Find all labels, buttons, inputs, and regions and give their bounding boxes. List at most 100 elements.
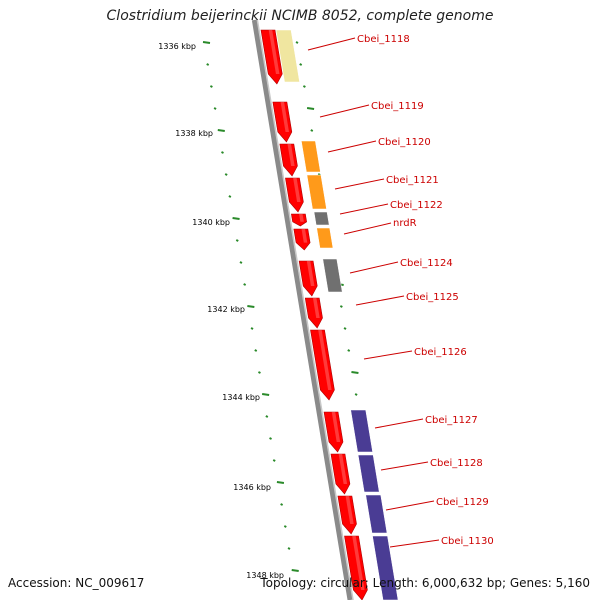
gene-arrow-cbei-1124[interactable] (298, 260, 318, 297)
gc-minor-tick (272, 459, 276, 462)
gene-label-cbei-1130[interactable]: Cbei_1130 (441, 536, 494, 547)
gene-arrow-shine (345, 496, 354, 524)
accession-text: Accession: NC_009617 (8, 576, 145, 590)
gc-minor-tick (287, 547, 291, 550)
gene-arrow-shine (338, 454, 348, 484)
gc-minor-tick (239, 261, 243, 264)
gene-arrow-cbei-1122[interactable] (291, 213, 307, 227)
gc-minor-tick (283, 525, 287, 528)
gc-minor-tick (213, 107, 217, 110)
gc-major-tick (306, 107, 315, 110)
kbp-label-1348: 1348 kbp (246, 571, 284, 580)
label-leader-line (363, 350, 413, 360)
gene-label-cbei-1121[interactable]: Cbei_1121 (386, 175, 439, 186)
gc-minor-tick (354, 393, 358, 396)
gc-minor-tick (235, 239, 239, 242)
gene-arrow-nrdr[interactable] (293, 228, 311, 251)
label-leader-line (355, 295, 405, 306)
cog-box-gray (322, 258, 343, 293)
cog-box-orange (306, 174, 327, 210)
gc-minor-tick (254, 349, 258, 352)
gc-minor-tick (299, 63, 303, 66)
gc-minor-tick (295, 41, 299, 44)
gc-minor-tick (224, 173, 228, 176)
gc-minor-tick (228, 195, 232, 198)
cog-box-purple (357, 454, 380, 493)
gene-arrow-cbei-1129[interactable] (337, 495, 357, 535)
label-leader-line (385, 500, 435, 511)
gc-minor-tick (310, 129, 314, 132)
gc-minor-tick (339, 305, 343, 308)
gene-track[interactable] (260, 29, 368, 600)
gene-arrow-shine (280, 102, 290, 132)
gene-label-cbei-1125[interactable]: Cbei_1125 (406, 292, 459, 303)
gc-minor-tick (343, 327, 347, 330)
gene-label-cbei-1119[interactable]: Cbei_1119 (371, 101, 424, 112)
gc-major-tick (232, 217, 240, 220)
gc-major-tick (247, 305, 255, 308)
gc-minor-tick (257, 371, 261, 374)
gene-arrow-shine (268, 30, 280, 74)
gc-minor-tick (265, 415, 269, 418)
gene-label-cbei-1126[interactable]: Cbei_1126 (414, 347, 467, 358)
gene-label-cbei-1124[interactable]: Cbei_1124 (400, 258, 453, 269)
gene-arrow-shine (301, 229, 308, 243)
gc-major-tick (202, 41, 211, 44)
gene-arrow-cbei-1121[interactable] (285, 177, 304, 213)
gc-minor-tick (209, 85, 213, 88)
backbone-line (251, 19, 353, 600)
gc-minor-tick (280, 503, 284, 506)
label-leader-line (343, 222, 392, 235)
cog-box-orange (316, 227, 334, 249)
gene-arrow-shine (352, 536, 365, 590)
label-leader-line (380, 461, 429, 471)
gene-arrow-cbei-1120[interactable] (279, 143, 298, 177)
gene-arrow-shine (293, 178, 301, 202)
gc-minor-tick (243, 283, 247, 286)
gene-label-cbei-1120[interactable]: Cbei_1120 (378, 137, 431, 148)
kbp-label-1342: 1342 kbp (207, 305, 245, 314)
gene-label-nrdr[interactable]: nrdR (393, 218, 417, 229)
gene-labels (307, 37, 440, 548)
kbp-label-1336: 1336 kbp (158, 42, 196, 51)
gene-arrow-shine (312, 298, 320, 318)
gc-major-tick (261, 393, 270, 396)
gene-arrow-shine (299, 214, 304, 222)
cog-box-purple (365, 494, 388, 534)
gene-arrow-shine (287, 144, 295, 166)
label-leader-line (349, 261, 399, 274)
gene-arrow-cbei-1125[interactable] (304, 297, 323, 329)
kbp-label-1344: 1344 kbp (222, 393, 260, 402)
gc-minor-tick (221, 151, 224, 154)
gene-label-cbei-1122[interactable]: Cbei_1122 (390, 200, 443, 211)
gc-minor-tick (250, 327, 254, 330)
gc-major-tick (276, 481, 285, 484)
gc-minor-tick (206, 63, 210, 66)
gene-arrow-shine (331, 412, 341, 442)
label-leader-line (327, 140, 377, 153)
genome-backbone (251, 19, 354, 600)
gene-arrow-shine (318, 330, 332, 390)
label-leader-line (389, 539, 440, 548)
cog-track (275, 29, 399, 600)
cog-box-purple (350, 409, 373, 453)
gc-major-tick (351, 371, 359, 374)
left-tick-track (202, 41, 299, 572)
gc-major-tick (217, 129, 225, 132)
cog-box-yellow (275, 29, 300, 83)
kbp-label-1346: 1346 kbp (233, 483, 271, 492)
gc-minor-tick (302, 85, 306, 88)
backbone-highlight (256, 19, 354, 600)
label-leader-line (319, 104, 370, 118)
gene-arrow-shine (306, 261, 315, 286)
genome-title: Clostridium beijerinckii NCIMB 8052, com… (106, 8, 494, 24)
label-leader-line (334, 178, 385, 190)
gc-minor-tick (269, 437, 272, 440)
kbp-label-1340: 1340 kbp (192, 218, 230, 227)
gene-label-cbei-1118[interactable]: Cbei_1118 (357, 34, 410, 45)
gene-label-cbei-1129[interactable]: Cbei_1129 (436, 497, 489, 508)
gene-label-cbei-1127[interactable]: Cbei_1127 (425, 415, 478, 426)
cog-box-orange (301, 140, 321, 173)
gene-label-cbei-1128[interactable]: Cbei_1128 (430, 458, 483, 469)
